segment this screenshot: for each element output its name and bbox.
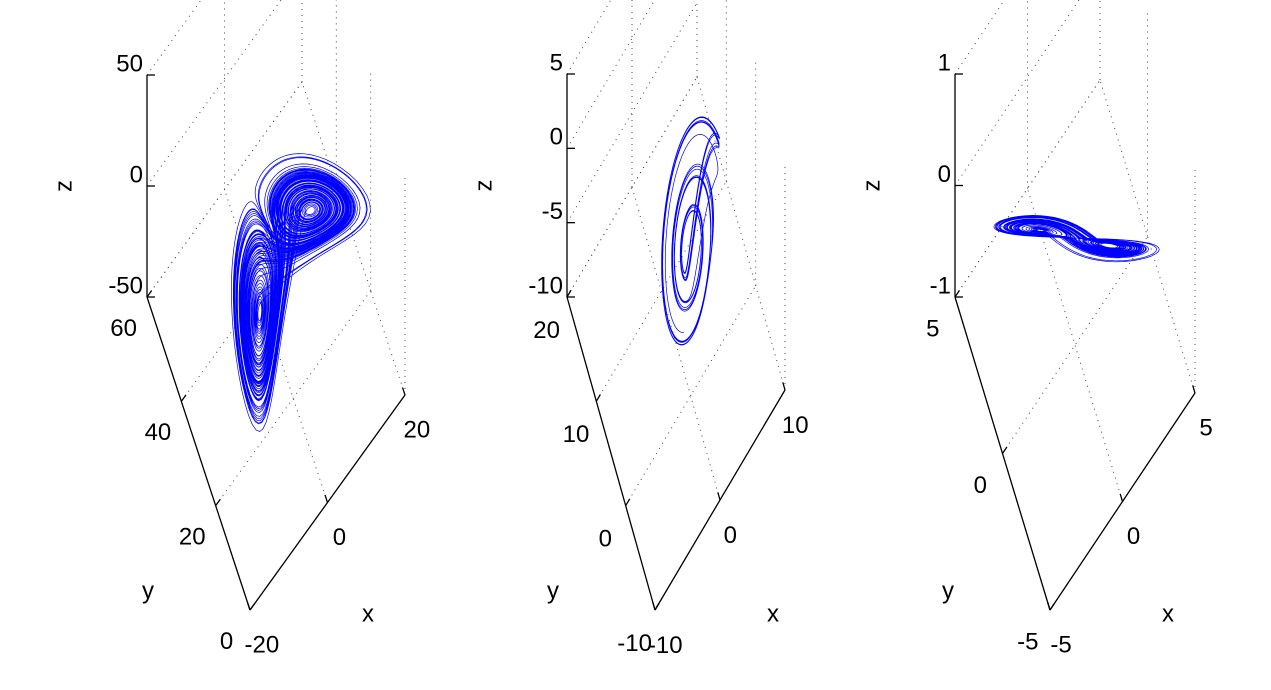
x-tick-label: -20 — [245, 631, 280, 658]
x-tick-label: -5 — [1050, 632, 1071, 659]
y-tick — [954, 289, 960, 298]
y-tick-label: 20 — [533, 317, 560, 344]
z-axis-label: z — [858, 180, 885, 192]
grid-line — [1099, 79, 1196, 394]
z-tick-label: 0 — [550, 124, 563, 151]
x-tick-label: 10 — [782, 412, 809, 439]
x-tick — [246, 602, 251, 611]
z-tick-label: -1 — [930, 272, 951, 299]
z-tick-label: 5 — [550, 49, 563, 76]
grid-line — [1027, 188, 1123, 502]
y-tick — [625, 498, 631, 506]
y-tick-label: 10 — [563, 421, 590, 448]
trajectory — [661, 116, 720, 346]
z-tick-label: 0 — [938, 161, 951, 188]
x-tick — [1047, 602, 1051, 611]
z-axis-label: z — [470, 180, 497, 192]
y-axis-label: y — [942, 577, 954, 604]
x-tick-label: 5 — [1199, 415, 1212, 442]
y-tick-label: -5 — [1017, 629, 1038, 656]
y-tick-label: 0 — [974, 472, 987, 499]
y-tick — [146, 290, 153, 298]
y-tick — [566, 289, 572, 298]
grid-line — [595, 181, 727, 402]
grid-line — [696, 76, 786, 391]
grid-line — [566, 2, 698, 223]
x-tick — [652, 602, 656, 611]
grid-line — [566, 76, 698, 298]
z-tick-label: 50 — [116, 50, 143, 77]
y-tick — [1001, 446, 1008, 454]
grid-line — [180, 186, 337, 402]
z-tick-label: -10 — [528, 272, 563, 299]
y-tick-label: 5 — [926, 316, 939, 343]
x-tick-label: 0 — [333, 524, 346, 551]
y-tick-label: 60 — [110, 315, 137, 342]
trajectory — [231, 153, 371, 432]
y-axis-label: y — [547, 577, 559, 604]
z-tick-label: 0 — [130, 161, 143, 188]
x-tick — [1119, 493, 1124, 502]
z-tick-label: 1 — [938, 49, 951, 76]
x-axis-label: x — [767, 600, 779, 627]
grid-line — [566, 0, 656, 149]
grid-line — [631, 186, 721, 501]
grid-line — [566, 0, 612, 75]
trajectory — [993, 215, 1160, 263]
x-tick-label: -10 — [648, 632, 683, 659]
x-tick — [324, 494, 329, 503]
grid-line — [301, 81, 406, 396]
grid-line — [625, 285, 757, 506]
x-axis-label: x — [362, 600, 374, 627]
grid-line — [224, 189, 328, 503]
grid-line — [146, 0, 282, 187]
y-tick — [180, 394, 187, 402]
y-tick — [595, 394, 601, 402]
y-tick — [249, 603, 256, 611]
y-tick — [215, 498, 221, 507]
z-axis-label: z — [50, 180, 77, 192]
y-axis — [566, 296, 656, 611]
x-tick-label: 0 — [724, 522, 737, 549]
x-tick — [782, 382, 786, 391]
y-tick-label: 0 — [220, 628, 233, 655]
x-tick — [1192, 385, 1196, 394]
x-axis-label: x — [1162, 600, 1174, 627]
x-tick — [401, 387, 406, 396]
x-tick-label: 20 — [404, 416, 431, 443]
z-tick-label: -50 — [108, 272, 143, 299]
y-tick — [1049, 602, 1055, 611]
y-tick-label: 40 — [145, 419, 172, 446]
x-tick-label: 0 — [1127, 523, 1140, 550]
z-tick-label: -5 — [542, 198, 563, 225]
y-tick — [654, 602, 660, 611]
y-tick-label: 0 — [599, 525, 612, 552]
grid-line — [215, 290, 372, 506]
grid-line — [1002, 236, 1148, 454]
x-tick — [717, 492, 721, 501]
y-tick-label: 20 — [179, 523, 206, 550]
grid-line — [146, 0, 202, 76]
grid-line — [146, 81, 303, 298]
grid-line — [954, 0, 1006, 75]
y-tick-label: -10 — [617, 630, 652, 657]
y-axis — [146, 296, 251, 611]
y-axis-label: y — [142, 577, 154, 604]
